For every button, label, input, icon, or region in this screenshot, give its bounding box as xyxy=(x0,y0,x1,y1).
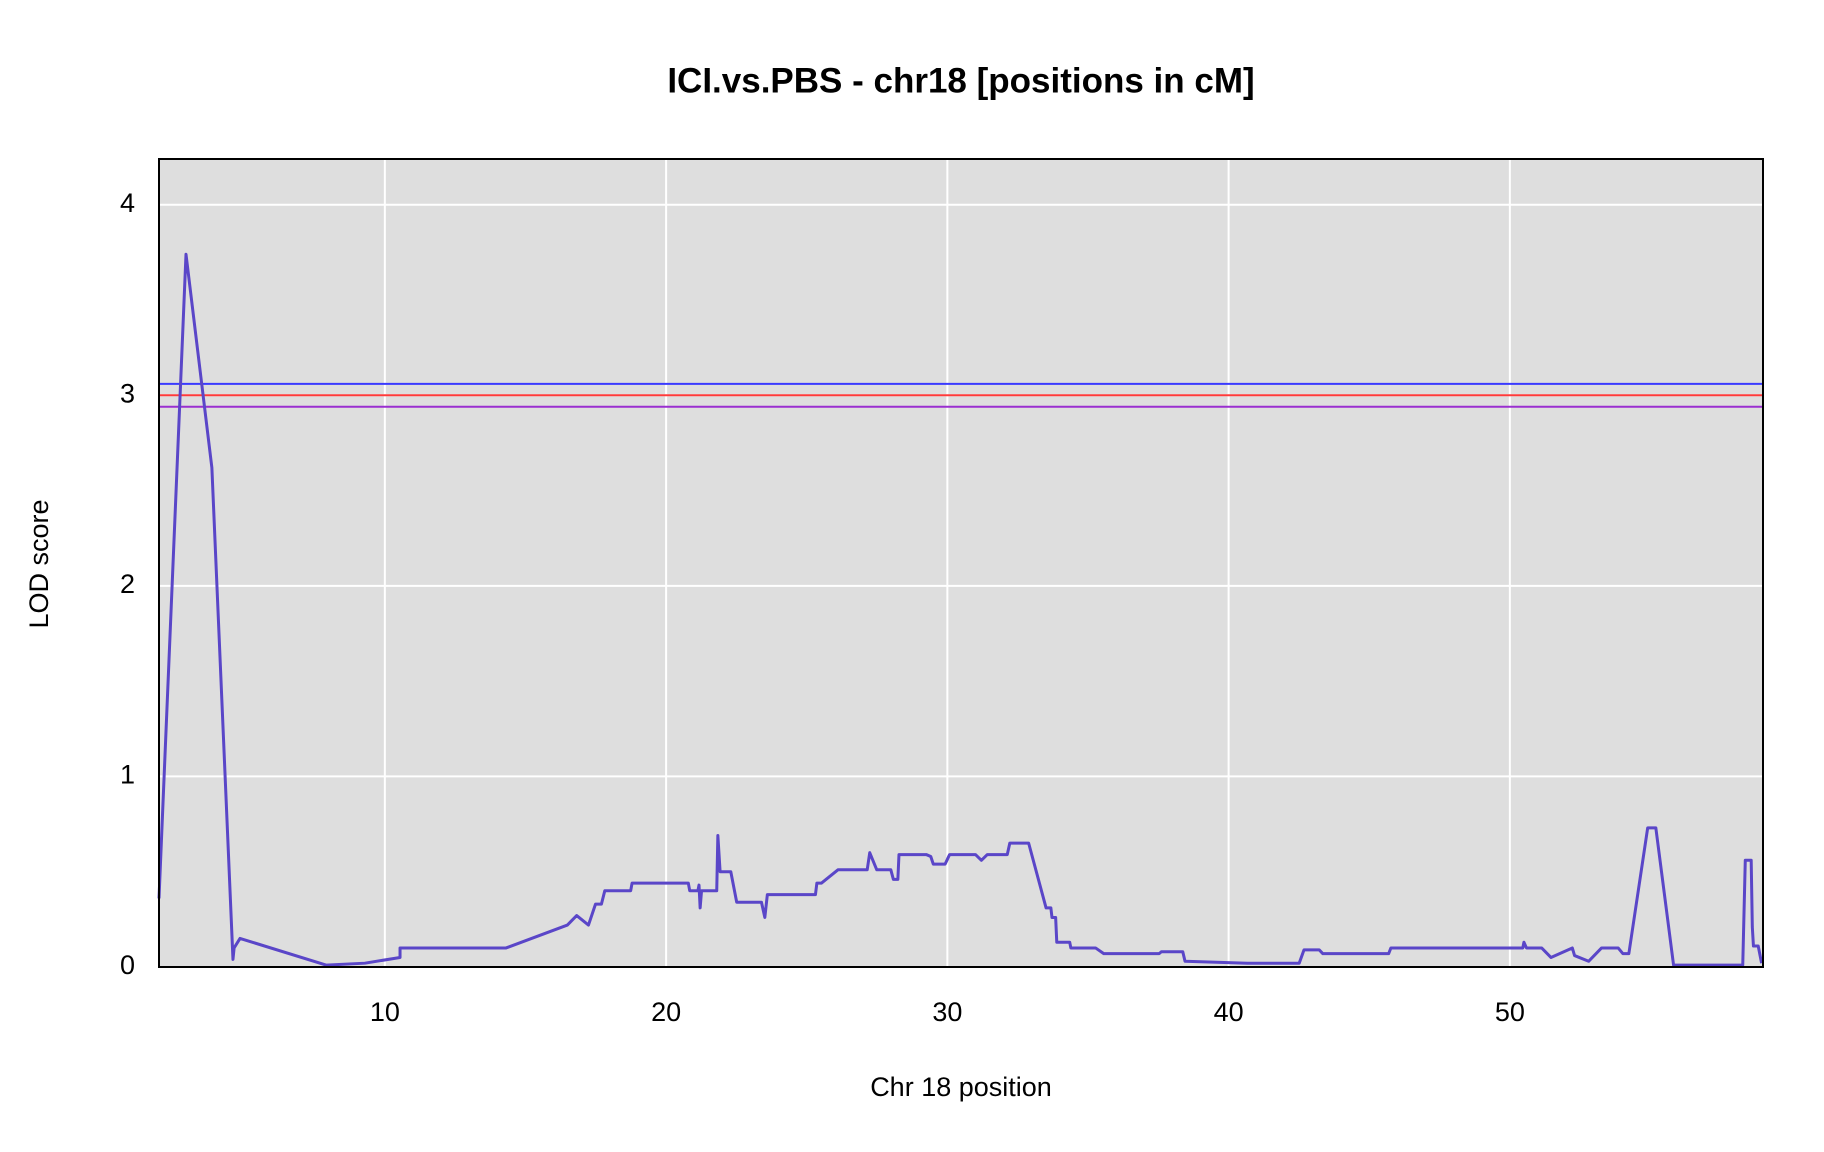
y-axis-label: LOD score xyxy=(24,499,54,628)
lod-line xyxy=(157,252,1764,967)
x-axis-label: Chr 18 position xyxy=(870,1072,1052,1102)
y-tick-label: 4 xyxy=(120,188,135,218)
x-tick-label: 10 xyxy=(370,997,400,1027)
plot-border xyxy=(158,158,1764,968)
y-tick-label: 0 xyxy=(120,950,135,980)
y-tick-label: 1 xyxy=(120,760,135,790)
x-tick-label: 30 xyxy=(932,997,962,1027)
plot-background xyxy=(159,159,1763,967)
chart-title: ICI.vs.PBS - chr18 [positions in cM] xyxy=(667,61,1254,100)
x-tick-label: 40 xyxy=(1214,997,1244,1027)
x-tick-label: 50 xyxy=(1495,997,1525,1027)
y-tick-label: 3 xyxy=(120,378,135,408)
x-tick-label: 20 xyxy=(651,997,681,1027)
y-tick-label: 2 xyxy=(120,569,135,599)
